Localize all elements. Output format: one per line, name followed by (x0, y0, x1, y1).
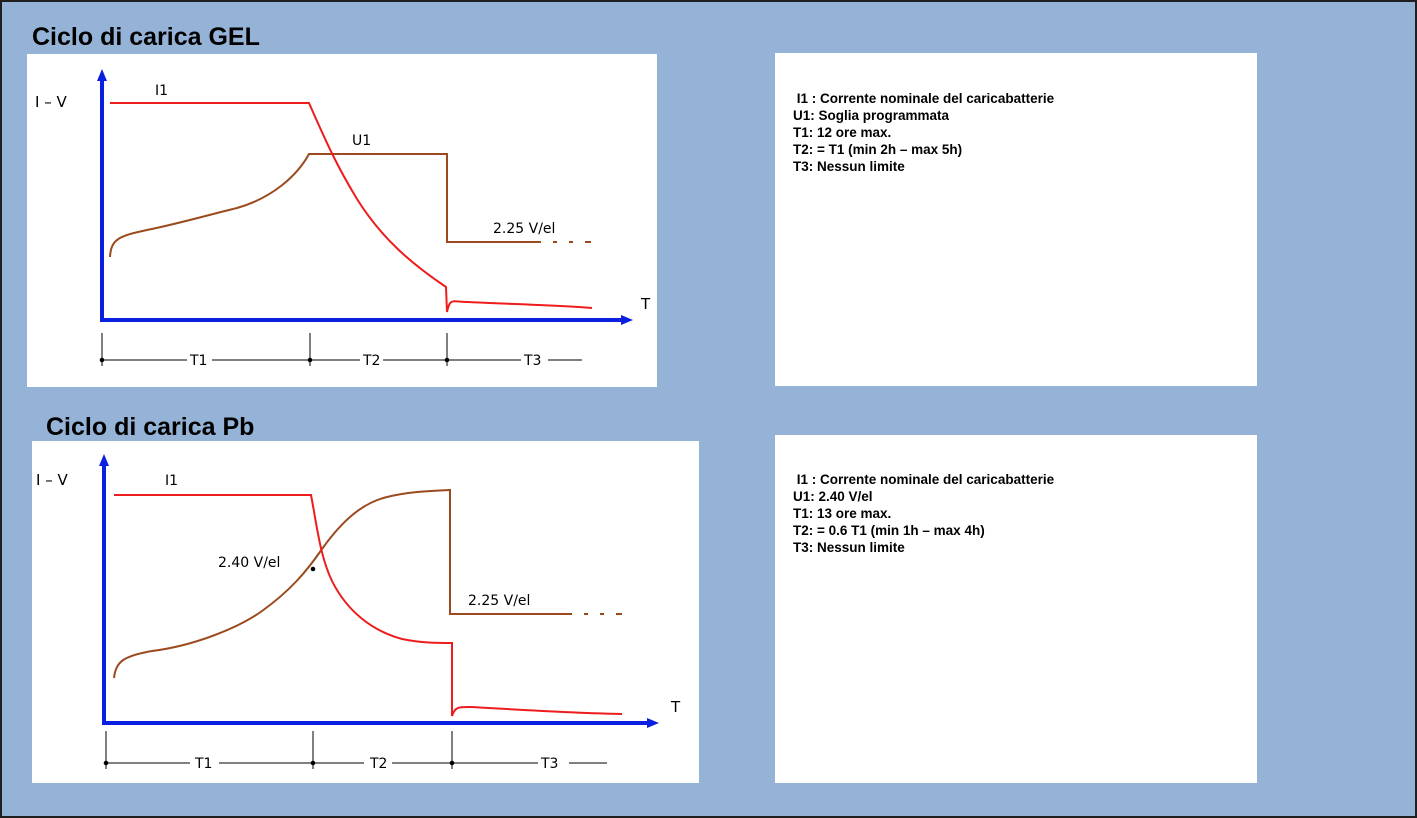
gel-note-line: I1 : Corrente nominale del caricabatteri… (793, 91, 1055, 106)
pb-note-line: T1: 13 ore max. (793, 506, 892, 521)
pb-note-line: U1: 2.40 V/el (793, 489, 873, 504)
pb-axes (99, 454, 659, 728)
pb-y-axis-arrow-icon (99, 454, 109, 466)
gel-phase-t2-label: T2 (362, 353, 380, 369)
pb-intersection-point (310, 566, 316, 572)
gel-section-title: Ciclo di carica GEL (32, 23, 260, 51)
pb-phase-t3-label: T3 (540, 756, 558, 772)
gel-axis-y-label: I – V (35, 93, 67, 111)
gel-float-label: 2.25 V/el (493, 221, 555, 237)
pb-phase-t2-label: T2 (369, 756, 387, 772)
pb-axis-y-label: I – V (36, 471, 68, 489)
pb-note-line: T2: = 0.6 T1 (min 1h – max 4h) (793, 523, 985, 538)
gel-notes: I1 : Corrente nominale del caricabatteri… (775, 53, 1257, 386)
gel-axes (97, 69, 633, 325)
gel-current-label: I1 (155, 83, 168, 99)
gel-current-curve (110, 102, 593, 313)
pb-phase-t1-label: T1 (194, 756, 212, 772)
gel-voltage-curve (109, 153, 592, 258)
pb-note-line: I1 : Corrente nominale del caricabatteri… (793, 472, 1055, 487)
gel-y-axis-arrow-icon (97, 69, 107, 81)
gel-timeline (99, 333, 582, 366)
pb-x-axis-arrow-icon (647, 718, 659, 728)
gel-voltage-label: U1 (352, 133, 371, 149)
pb-current-label: I1 (165, 473, 178, 489)
gel-note-line: T1: 12 ore max. (793, 125, 892, 140)
pb-diagram: I – V T I1 2.40 V/el 2.25 V/el T1 T (32, 441, 699, 783)
pb-timeline (103, 731, 607, 769)
gel-phase-t1-label: T1 (189, 353, 207, 369)
pb-note-line: T3: Nessun limite (793, 540, 905, 555)
pb-float-label: 2.25 V/el (468, 593, 530, 609)
pb-axis-x-label: T (670, 698, 681, 716)
pb-section-title: Ciclo di carica Pb (46, 413, 255, 441)
gel-note-line: T2: = T1 (min 2h – max 5h) (793, 142, 963, 157)
pb-current-curve (114, 494, 623, 717)
gel-note-line: T3: Nessun limite (793, 159, 905, 174)
gel-axis-x-label: T (640, 295, 651, 313)
pb-voltage-label: 2.40 V/el (218, 555, 280, 571)
pb-voltage-curve (113, 488, 627, 679)
gel-diagram: I – V T I1 U1 2.25 V/el T1 T2 (27, 54, 657, 387)
gel-note-line: U1: Soglia programmata (793, 108, 950, 123)
gel-phase-t3-label: T3 (523, 353, 541, 369)
pb-notes: I1 : Corrente nominale del caricabatteri… (775, 435, 1257, 783)
gel-x-axis-arrow-icon (621, 315, 633, 325)
